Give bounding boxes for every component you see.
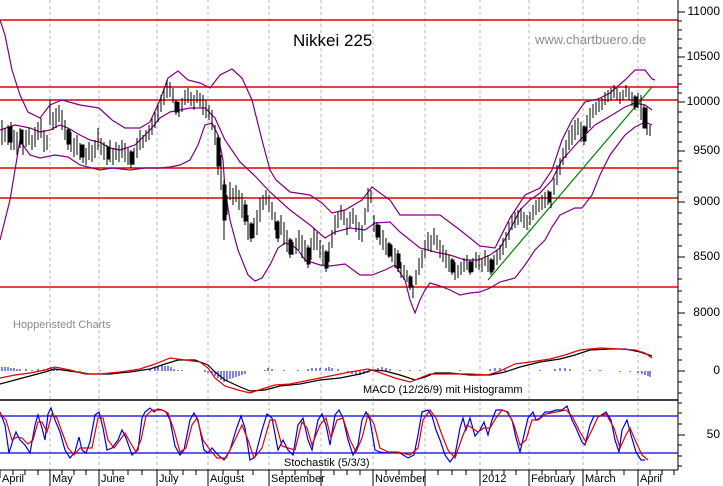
price-bars	[1, 80, 651, 298]
source-label: Hoppenstedt Charts	[13, 319, 111, 331]
stochastic-label: Stochastik (5/3/3)	[284, 457, 370, 469]
month-label-june: June	[101, 473, 125, 485]
y-tick-9500: 9500	[693, 143, 720, 157]
price-axis	[677, 0, 685, 470]
month-label-march: March	[585, 473, 616, 485]
trendline	[487, 86, 653, 281]
month-label-november: November	[375, 473, 426, 485]
stochastic-panel	[0, 405, 678, 464]
macd-panel	[0, 347, 678, 401]
stoch-tick-50: 50	[706, 427, 720, 441]
month-label-september: September	[271, 473, 325, 485]
macd-signal-line	[0, 347, 653, 394]
macd-tick-0: 0	[713, 363, 720, 377]
y-tick-10500: 10500	[686, 49, 720, 63]
month-label-august: August	[210, 473, 245, 485]
month-label-february: February	[531, 473, 576, 485]
month-label-april: April	[2, 473, 25, 485]
macd-line	[0, 348, 653, 392]
macd-label: MACD (12/26/9) mit Histogramm	[363, 384, 523, 396]
y-tick-10000: 10000	[686, 94, 720, 108]
month-label-2012: 2012	[482, 473, 507, 485]
y-tick-8000: 8000	[693, 305, 720, 319]
chart-title: Nikkei 225	[293, 31, 373, 50]
watermark: www.chartbuero.de	[535, 32, 647, 47]
y-tick-11000: 11000	[687, 4, 720, 18]
month-label-may: May	[52, 473, 73, 485]
stoch-k-line	[0, 405, 645, 464]
support-resistance-lines	[0, 19, 678, 288]
month-label-july: July	[159, 473, 179, 485]
month-label-april-2012: April	[640, 473, 663, 485]
time-axis	[0, 469, 678, 486]
y-tick-8500: 8500	[693, 249, 720, 263]
y-tick-9000: 9000	[693, 194, 720, 208]
stoch-d-line	[0, 408, 649, 461]
